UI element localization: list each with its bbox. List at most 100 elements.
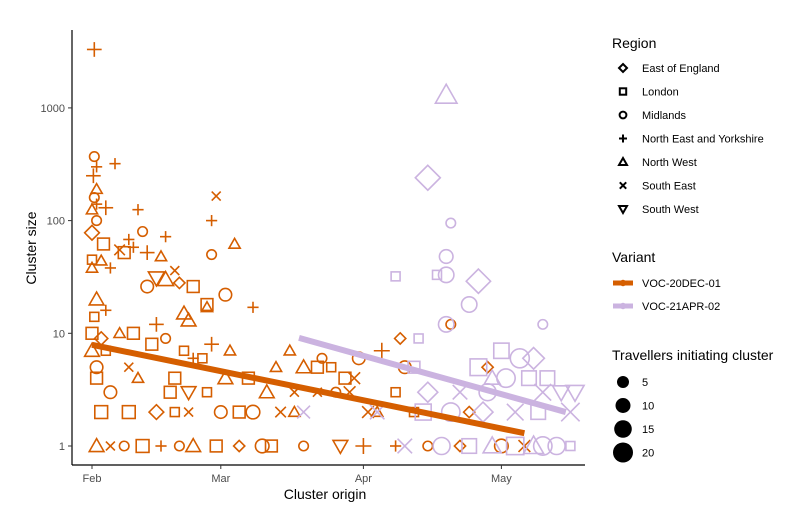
data-point	[117, 245, 131, 260]
data-point	[186, 279, 200, 294]
data-point	[137, 225, 149, 238]
legend-variant-label: VOC-20DEC-01	[642, 278, 721, 290]
data-point	[131, 370, 145, 384]
data-point	[104, 262, 116, 274]
legend-size-dot	[614, 420, 632, 438]
data-point	[565, 440, 576, 452]
data-point	[509, 348, 531, 369]
data-point	[547, 436, 566, 456]
data-point	[453, 439, 467, 453]
data-point	[532, 436, 553, 456]
legend-region-label: East of England	[642, 63, 720, 75]
data-point	[232, 405, 246, 419]
data-point	[163, 385, 177, 399]
legend-size-dot	[613, 442, 633, 463]
legend-variant-title: Variant	[612, 249, 655, 265]
data-point	[481, 435, 503, 454]
data-point	[505, 436, 525, 456]
legend-region-label: South East	[642, 181, 696, 193]
data-point	[98, 200, 114, 216]
data-point	[178, 345, 190, 357]
legend-size-label: 20	[642, 448, 654, 460]
data-point	[355, 438, 372, 454]
data-point	[496, 368, 516, 389]
data-point	[88, 151, 100, 163]
legend-size-dot	[617, 376, 629, 388]
data-point	[156, 269, 175, 287]
x-tick-label: Apr	[355, 473, 372, 485]
data-point	[258, 383, 276, 399]
data-point	[369, 404, 386, 420]
data-point	[184, 437, 202, 453]
y-tick-label: 1000	[41, 103, 65, 115]
data-point	[533, 383, 552, 402]
data-point	[216, 369, 235, 385]
legend-shape-triangle-icon	[617, 155, 629, 166]
data-point	[298, 440, 310, 452]
data-point	[175, 304, 193, 320]
data-point	[86, 168, 101, 184]
y-tick-label: 100	[47, 216, 65, 228]
data-point	[169, 406, 181, 418]
data-point	[465, 267, 492, 295]
data-point	[197, 353, 208, 364]
data-point	[218, 287, 233, 302]
data-point	[172, 276, 187, 290]
data-point	[282, 343, 297, 356]
data-point	[520, 370, 538, 387]
data-point	[113, 244, 126, 256]
data-point	[103, 385, 118, 400]
legend-region-title: Region	[612, 35, 656, 51]
data-point	[287, 404, 302, 418]
data-point	[390, 386, 401, 398]
data-point	[89, 371, 104, 385]
data-point	[361, 405, 375, 419]
data-point	[135, 438, 150, 454]
data-point	[373, 342, 390, 359]
data-point	[437, 315, 455, 333]
data-point	[223, 343, 237, 356]
data-point	[432, 436, 451, 456]
data-point	[86, 42, 102, 57]
data-point	[183, 407, 194, 418]
data-point	[461, 437, 478, 455]
data-point	[83, 224, 101, 242]
data-point	[522, 434, 545, 455]
data-point	[206, 215, 218, 227]
data-point	[140, 279, 155, 294]
data-point	[480, 360, 495, 374]
data-point	[254, 438, 270, 454]
x-tick-label: Mar	[211, 473, 230, 485]
legend-shape-square-icon	[618, 87, 628, 96]
data-point	[462, 405, 476, 419]
data-point	[85, 260, 99, 273]
data-point	[232, 439, 246, 453]
data-point	[370, 404, 385, 418]
legend-size-label: 15	[642, 424, 654, 436]
data-point	[274, 406, 287, 418]
data-point	[209, 439, 223, 453]
legend-region-label: North West	[642, 157, 697, 169]
data-point	[347, 371, 361, 385]
x-axis-ticks: Feb Mar Apr May	[83, 465, 512, 485]
data-point	[109, 158, 121, 170]
data-point	[437, 266, 455, 284]
data-point	[438, 248, 454, 265]
data-point	[452, 384, 468, 401]
data-point	[206, 248, 218, 261]
data-point	[89, 181, 104, 195]
data-point	[94, 404, 109, 420]
data-point	[187, 352, 199, 364]
y-axis-ticks: 1 10 100 1000	[41, 103, 72, 453]
data-point	[564, 384, 586, 403]
y-tick-label: 10	[53, 328, 65, 340]
data-point	[94, 253, 109, 266]
legend-shape-plus-icon	[619, 134, 627, 143]
data-point	[390, 440, 402, 452]
data-point	[539, 370, 556, 387]
data-point	[296, 405, 311, 420]
data-point	[118, 440, 130, 452]
data-point	[422, 440, 434, 452]
data-point	[145, 337, 159, 351]
